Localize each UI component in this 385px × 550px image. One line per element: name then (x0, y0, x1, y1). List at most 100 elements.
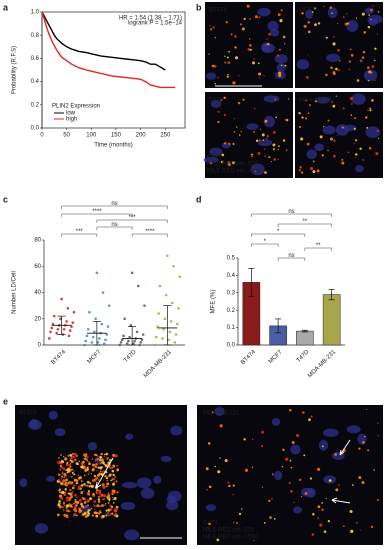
lipid-droplet (209, 162, 213, 165)
lipid-droplet (251, 438, 254, 441)
lipid-droplet (116, 468, 120, 472)
data-point (88, 310, 91, 314)
lipid-droplet (258, 72, 262, 76)
lipid-droplet (208, 53, 210, 55)
lipid-droplet (63, 482, 67, 486)
lipid-droplet (268, 156, 271, 159)
lipid-droplet (281, 466, 284, 468)
lipid-droplet (105, 513, 107, 515)
lipid-droplet (228, 50, 230, 53)
lipid-droplet (285, 149, 288, 151)
lipid-droplet (332, 104, 336, 108)
lipid-droplet (355, 157, 357, 159)
lipid-droplet (108, 475, 111, 478)
lipid-droplet (267, 42, 270, 46)
image-label: T47D (209, 98, 224, 104)
lipid-droplet (370, 72, 373, 74)
y-tick-label: 0.2 (227, 308, 236, 314)
lipid-droplet (101, 483, 105, 487)
panel-label: b (196, 2, 202, 12)
km-line (41, 11, 176, 89)
lipid-droplet (87, 512, 91, 515)
lipid-droplet (219, 457, 221, 459)
lipid-droplet (75, 494, 77, 497)
lipid-droplet (277, 158, 279, 161)
nucleus (318, 439, 329, 451)
lipid-droplet (224, 55, 226, 57)
lipid-droplet (305, 76, 309, 79)
lipid-droplet (93, 453, 97, 456)
lipid-droplet (335, 488, 339, 492)
lipid-droplet (220, 99, 223, 102)
lipid-droplet (61, 472, 64, 475)
lipid-droplet (259, 77, 261, 79)
lipid-droplet (369, 107, 372, 110)
lipid-droplet (115, 480, 118, 483)
lipid-droplet (69, 466, 72, 468)
nucleus (214, 406, 225, 416)
lipid-droplet (249, 48, 252, 51)
lipid-droplet (82, 506, 85, 509)
lipid-droplet (99, 455, 103, 459)
lipid-droplet (103, 479, 105, 481)
lipid-droplet (358, 447, 361, 450)
data-point (106, 325, 110, 328)
lipid-droplet (91, 458, 94, 460)
lipid-droplet (335, 95, 337, 97)
lipid-droplet (104, 475, 107, 478)
nucleus (267, 20, 279, 32)
lipid-droplet (266, 137, 268, 140)
lipid-droplet (69, 476, 71, 478)
data-point (156, 325, 159, 328)
lipid-droplet (239, 23, 242, 26)
lipid-droplet (116, 491, 119, 494)
lipid-droplet (303, 454, 306, 457)
arrow (331, 497, 351, 504)
lipid-droplet (79, 508, 82, 510)
legend-entry: low (66, 111, 76, 117)
lipid-droplet (361, 481, 365, 484)
lipid-droplet (238, 134, 241, 136)
lipid-droplet (276, 54, 280, 57)
data-point (139, 341, 143, 344)
significance-label: * (264, 239, 267, 245)
lipid-droplet (336, 135, 338, 137)
lipid-droplet (228, 142, 231, 145)
lipid-droplet (80, 466, 83, 468)
lipid-droplet (113, 509, 116, 512)
lipid-droplet (106, 496, 110, 500)
lipid-droplet (83, 490, 85, 492)
lipid-droplet (371, 65, 375, 68)
lipid-droplet (343, 525, 345, 527)
lipid-droplet (285, 118, 289, 122)
lipid-droplet (377, 498, 380, 501)
x-tick-label: T47D (296, 349, 311, 364)
lipid-droplet (62, 479, 66, 483)
lipid-droplet (94, 465, 98, 469)
lipid-droplet (59, 468, 62, 471)
lipid-droplet (89, 497, 92, 500)
lipid-droplet (95, 514, 99, 518)
y-axis-label: MFE (%) (211, 290, 217, 314)
nucleus (210, 99, 222, 108)
nucleus (293, 506, 303, 514)
data-point (85, 334, 89, 338)
lipid-droplet (261, 445, 264, 448)
lipid-droplet (65, 515, 69, 519)
lipid-droplet (261, 133, 265, 137)
lipid-droplet (312, 170, 316, 174)
data-point (105, 333, 109, 336)
lipid-droplet (81, 480, 83, 482)
lipid-droplet (249, 17, 252, 20)
nucleus (296, 59, 310, 70)
lipid-droplet (214, 37, 216, 39)
nucleus (351, 93, 366, 105)
nucleus (326, 53, 341, 63)
data-point (84, 339, 88, 343)
lipid-droplet (114, 476, 116, 478)
lipid-droplet (272, 148, 276, 151)
lipid-droplet (338, 59, 341, 62)
panel-label: d (196, 194, 202, 204)
significance-label: ** (303, 219, 308, 225)
significance-bracket (277, 223, 332, 227)
